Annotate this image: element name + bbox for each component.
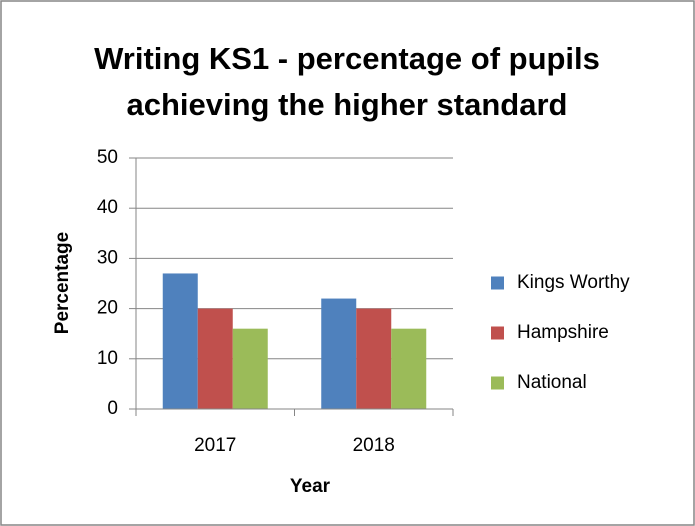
bar [391, 328, 427, 409]
y-axis-label: Percentage [52, 232, 73, 334]
y-tick-label: 0 [107, 398, 118, 419]
x-axis-label: Year [290, 476, 331, 497]
legend-swatch [491, 376, 504, 390]
y-tick-label: 30 [97, 247, 118, 268]
legend-label: Hampshire [517, 322, 609, 343]
legend-label: Kings Worthy [517, 272, 630, 293]
legend-swatch [491, 276, 504, 290]
y-tick-label: 20 [97, 298, 118, 319]
x-tick-label: 2018 [353, 435, 395, 456]
legend-label: National [517, 372, 587, 393]
bar [356, 308, 392, 409]
legend-swatch [491, 326, 504, 340]
bar [232, 328, 268, 409]
y-tick-label: 10 [97, 348, 118, 369]
chart-title: Writing KS1 - percentage of pupils achie… [94, 41, 600, 122]
bar [162, 273, 198, 409]
y-tick-label: 40 [97, 197, 118, 218]
x-tick-label: 2017 [194, 435, 236, 456]
bar [197, 308, 233, 409]
y-tick-label: 50 [97, 147, 118, 168]
bar [321, 298, 357, 409]
